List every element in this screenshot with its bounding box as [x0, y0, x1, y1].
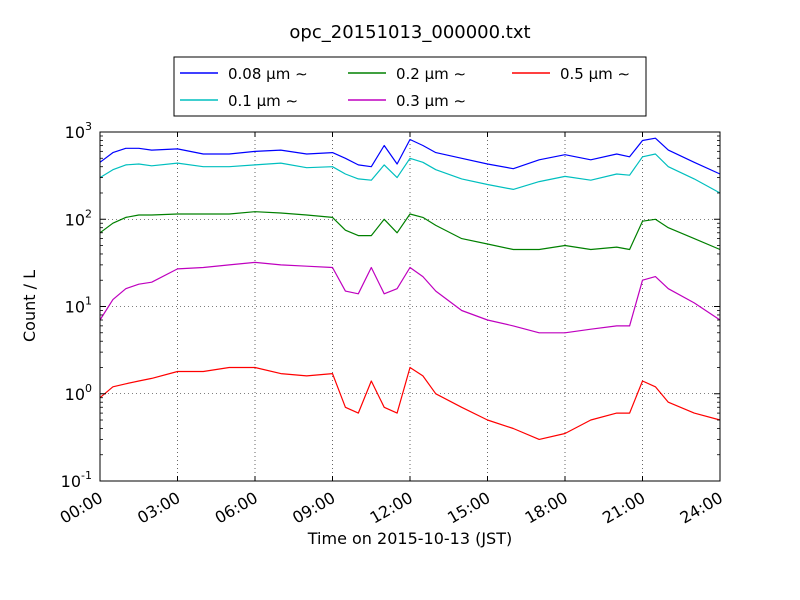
series-line-3: [99, 211, 721, 251]
series-line-5: [99, 366, 721, 440]
x-tick-label: 03:00: [134, 488, 183, 528]
x-tick-label: 00:00: [57, 488, 106, 528]
y-tick-label: 101: [65, 295, 92, 317]
series-line-2: [99, 153, 721, 194]
series-line-1: [99, 137, 721, 175]
y-tick-label: 103: [65, 120, 92, 142]
y-tick-label: 102: [65, 207, 92, 229]
y-axis-label: Count / L: [20, 270, 39, 342]
x-tick-label: 21:00: [599, 488, 648, 528]
legend: 0.08 μm ∼ 0.1 μm ∼ 0.2 μm ∼ 0.3 μm ∼ 0.5 μm …: [173, 56, 647, 117]
legend-label-5: 0.5 μm ∼: [560, 65, 630, 83]
legend-label-2: 0.1 μm ∼: [228, 92, 298, 110]
x-tick-label: 09:00: [289, 488, 338, 528]
x-tick-label: 24:00: [677, 488, 726, 528]
series-layer: [99, 137, 721, 440]
y-axis: 10-1 100 101 102 103: [61, 120, 720, 491]
x-tick-label: 18:00: [522, 488, 571, 528]
series-line-4: [99, 261, 721, 334]
x-axis: 00:00 03:00 06:00 09:00 12:00 15:00 18:00 21:00…: [57, 132, 726, 528]
x-tick-label: 06:00: [212, 488, 261, 528]
legend-label-4: 0.3 μm ∼: [396, 92, 466, 110]
legend-label-1: 0.08 μm ∼: [228, 65, 308, 83]
legend-label-3: 0.2 μm ∼: [396, 65, 466, 83]
legend-box: [173, 56, 647, 117]
x-tick-label: 12:00: [367, 488, 416, 528]
y-tick-label: 10-1: [61, 469, 92, 491]
y-tick-label: 100: [65, 382, 92, 404]
x-axis-label: Time on 2015-10-13 (JST): [307, 529, 512, 548]
grid: [100, 132, 720, 481]
chart-title: opc_20151013_000000.txt: [289, 22, 530, 43]
x-tick-label: 15:00: [444, 488, 493, 528]
